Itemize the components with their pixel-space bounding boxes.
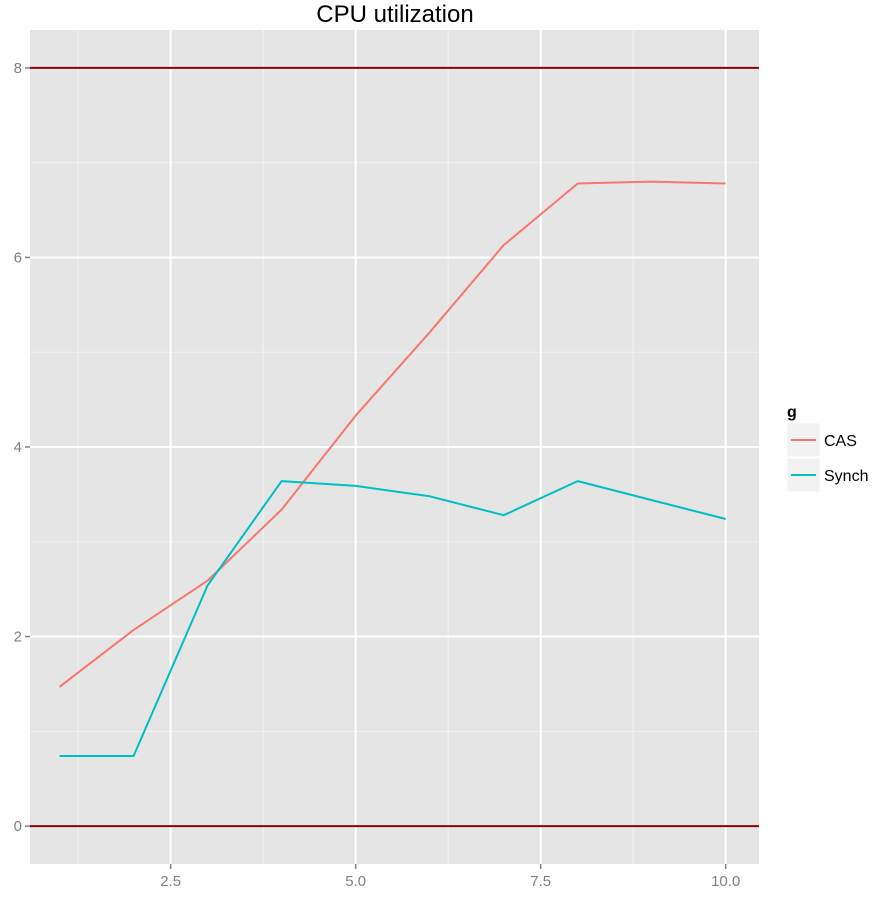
y-tick-label: 6 — [14, 249, 22, 266]
chart-title: CPU utilization — [316, 1, 473, 28]
reference-lines — [30, 66, 759, 828]
legend-title: g — [787, 404, 797, 421]
y-tick-label: 0 — [14, 818, 22, 835]
y-tick-label: 4 — [14, 439, 22, 456]
x-axis: 2.5 5.0 7.5 10.0 — [160, 864, 740, 890]
x-tick-label: 10.0 — [711, 873, 740, 890]
legend-label-cas: CAS — [824, 433, 857, 450]
legend-items: CAS Synch — [786, 422, 868, 493]
series-line-cas — [58, 180, 726, 688]
x-tick-label: 5.0 — [345, 873, 366, 890]
x-tick-label: 7.5 — [530, 873, 551, 890]
legend: g CAS Synch — [786, 404, 868, 493]
series-line-synch — [59, 480, 726, 757]
legend-label-synch: Synch — [824, 468, 868, 485]
major-gridlines — [30, 30, 759, 864]
series-lines — [58, 180, 726, 757]
y-tick-label: 2 — [14, 629, 22, 646]
y-axis: 0 2 4 6 8 — [14, 60, 30, 835]
x-tick-label: 2.5 — [160, 873, 181, 890]
y-tick-label: 8 — [14, 60, 22, 77]
